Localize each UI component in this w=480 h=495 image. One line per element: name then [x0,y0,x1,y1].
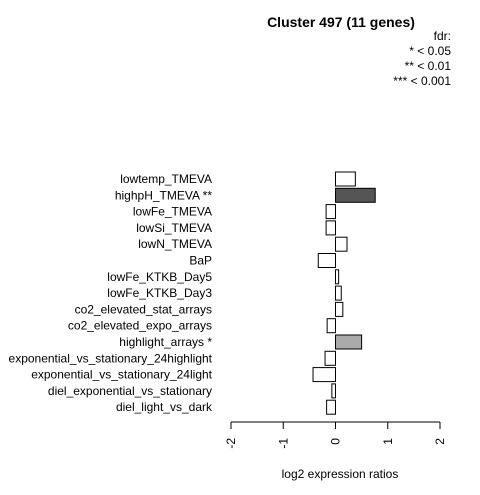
x-tick-label: 1 [381,438,395,445]
legend: fdr: * < 0.05 ** < 0.01 *** < 0.001 [393,29,451,88]
bar-co2-elevated-stat-arrays [335,301,344,317]
bar-highlight-arrays [335,334,363,350]
x-tick-label: 0 [329,438,343,445]
x-tick-label: -2 [224,438,238,449]
bars-group [312,171,376,415]
category-label-lowtemp-tmeva: lowtemp_TMEVA [120,172,212,186]
category-label-exponential-vs-stationary-24light: exponential_vs_stationary_24light [31,368,212,382]
x-axis: -2 -1 0 1 2 [224,421,447,449]
category-label-lowfe-ktkb-day3: lowFe_KTKB_Day3 [107,286,212,300]
bar-lowfe-ktkb-day3 [335,285,342,301]
category-label-bap: BaP [189,254,212,268]
bar-diel-exponential-vs-stationary [331,383,336,399]
bar-co2-elevated-expo-arrays [326,318,337,334]
category-label-lowsi-tmeva: lowSi_TMEVA [136,221,212,235]
bar-lowfe-ktkb-day5 [335,269,340,285]
bar-lown-tmeva [335,236,348,252]
bar-lowfe-tmeva [325,204,337,220]
x-tick-label: 2 [433,438,447,445]
bar-lowtemp-tmeva [335,171,356,187]
bar-exponential-vs-stationary-24highlight [324,350,336,366]
bar-highph-tmeva [335,187,376,203]
bar-bap [317,253,337,268]
category-label-exponential-vs-stationary-24highlight: exponential_vs_stationary_24highlight [9,351,213,365]
x-axis-label: log2 expression ratios [282,467,399,481]
category-label-lown-tmeva: lowN_TMEVA [138,237,212,251]
category-label-co2-elevated-expo-arrays: co2_elevated_expo_arrays [68,319,212,333]
category-label-diel-exponential-vs-stationary: diel_exponential_vs_stationary [48,384,212,398]
category-label-lowfe-ktkb-day5: lowFe_KTKB_Day5 [107,270,212,284]
chart-title: Cluster 497 (11 genes) [267,14,415,30]
bar-lowsi-tmeva [325,220,337,236]
category-label-highph-tmeva: highpH_TMEVA ** [115,188,212,202]
bar-diel-light-vs-dark [326,399,336,415]
category-label-highlight-arrays: highlight_arrays * [119,335,212,349]
legend-entry-1: * < 0.05 [409,44,451,58]
category-label-co2-elevated-stat-arrays: co2_elevated_stat_arrays [75,302,212,316]
category-labels: lowtemp_TMEVA highpH_TMEVA ** lowFe_TMEVAl… [9,172,213,414]
legend-entry-2: ** < 0.01 [405,59,452,73]
legend-title: fdr: [434,29,451,43]
category-label-diel-light-vs-dark: diel_light_vs_dark [116,400,213,414]
category-label-lowfe-tmeva: lowFe_TMEVA [133,205,212,219]
x-tick-label: -1 [276,438,290,449]
legend-entry-3: *** < 0.001 [393,74,451,88]
bar-exponential-vs-stationary-24light [312,367,337,383]
